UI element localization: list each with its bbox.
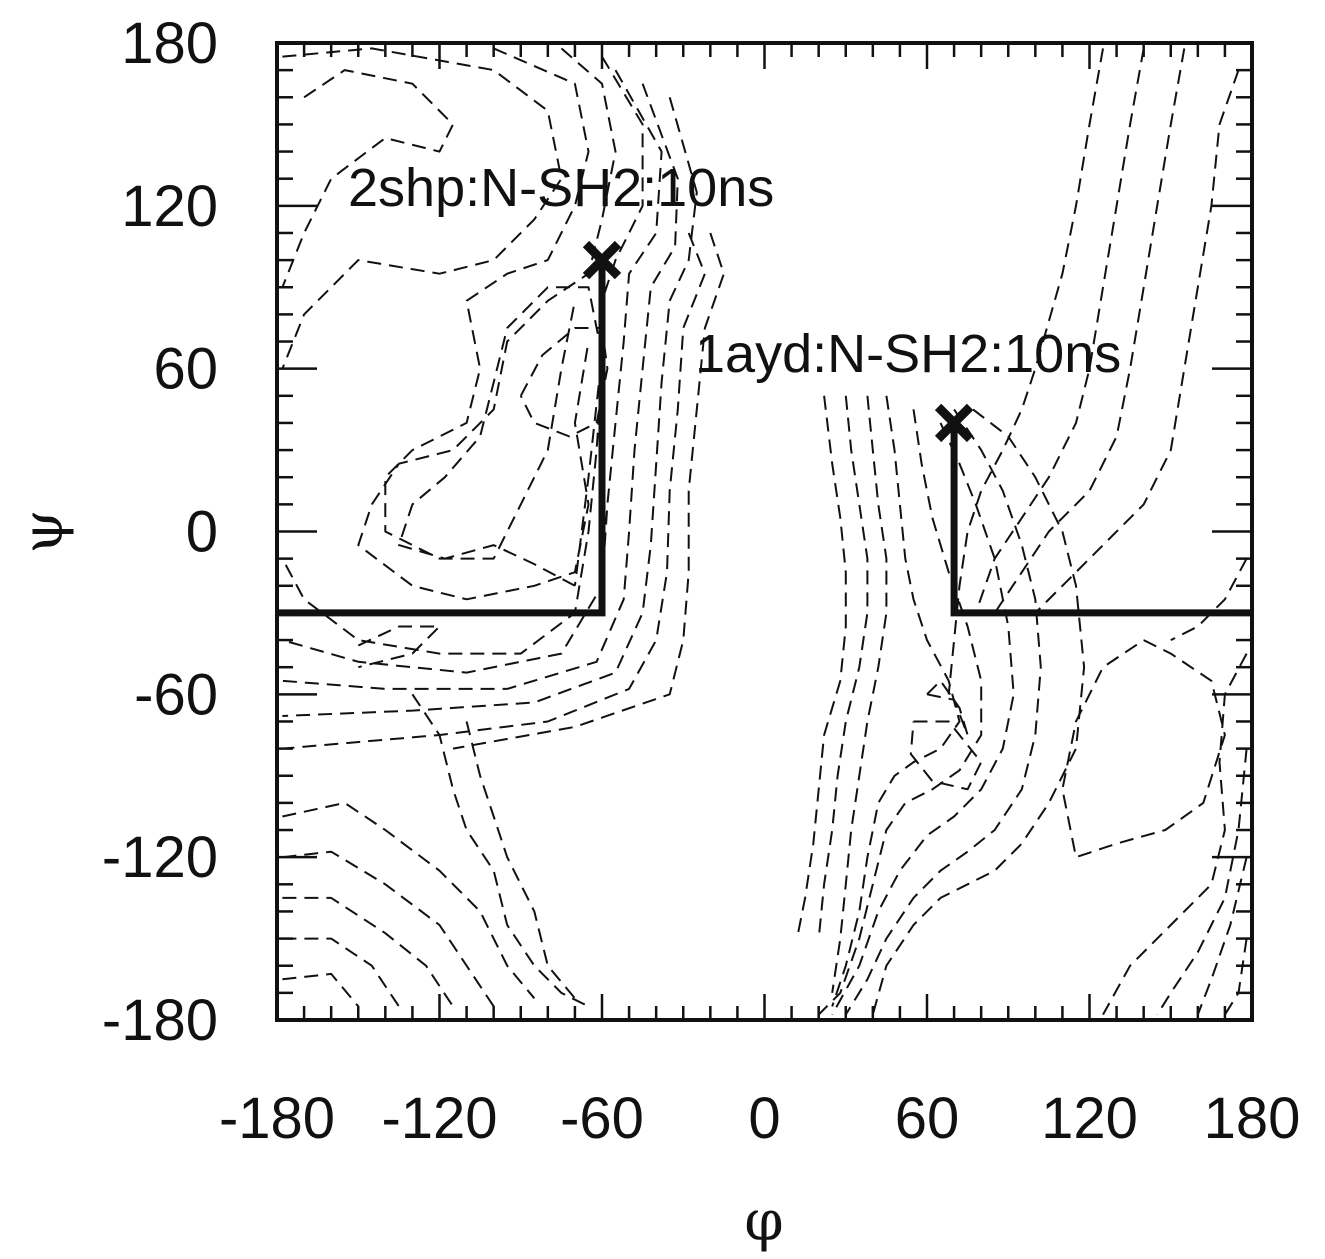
- x-marker: [934, 403, 974, 443]
- y-axis-label: ψ: [11, 510, 76, 554]
- contour-line-right-lower-34: [1061, 639, 1226, 859]
- y-tick-label: -60: [134, 662, 218, 727]
- contour-line-right-upper-20: [1034, 69, 1240, 614]
- contour-line-right-lower-36: [1156, 748, 1248, 1016]
- x-tick-label: 60: [895, 1086, 960, 1151]
- x-tick-label: 120: [1041, 1086, 1138, 1151]
- y-tick-label: 180: [121, 11, 218, 76]
- contour-line-alpha-beta-left-7: [282, 97, 698, 717]
- contour-line-right-alpha-L-25: [844, 408, 1042, 1016]
- region-boundary-2: [950, 422, 1252, 617]
- x-tick-label: -120: [381, 1086, 497, 1151]
- contour-line-left-lower-14: [465, 721, 576, 999]
- x-marker: [582, 240, 622, 280]
- y-tick-label: 120: [121, 174, 218, 239]
- contour-line-right-alpha-L-27: [817, 409, 983, 1016]
- contour-line-right-lower-37: [1196, 856, 1248, 1015]
- contour-line-alpha-beta-left-5: [282, 69, 663, 674]
- region-boundary-1: [277, 260, 606, 617]
- axis-ticks: [275, 41, 1254, 1022]
- contour-line-right-upper-22: [974, 48, 1145, 614]
- x-tick-label: 180: [1204, 1086, 1301, 1151]
- x-tick-label: 0: [748, 1086, 780, 1151]
- contour-line-right-lower-38: [1224, 938, 1248, 1016]
- contour-line-right-alpha-L-31: [796, 395, 847, 939]
- y-tick-label: 0: [186, 500, 218, 565]
- contour-line-left-lower-16: [282, 850, 495, 1007]
- contour-line-left-lower-18: [282, 937, 400, 1007]
- contour-line-right-lower-39: [1170, 558, 1248, 641]
- contour-line-right-core-32: [926, 679, 969, 736]
- contour-line-alpha-beta-left-4: [281, 56, 644, 655]
- contour-line-alpha-inner-10: [519, 327, 609, 438]
- contour-line-left-lower-13: [411, 693, 589, 1008]
- contour-line-right-core-33: [909, 720, 983, 791]
- annotation-label: 1ayd:N-SH2:10ns: [695, 324, 1121, 384]
- y-tick-label: -180: [102, 988, 218, 1053]
- contour-line-alpha-beta-left-9: [452, 232, 725, 750]
- contour-line-right-alpha-L-28: [831, 395, 961, 1007]
- contour-line-alpha-beta-left-6: [282, 83, 679, 690]
- contour-line-right-alpha-L-29: [831, 395, 888, 994]
- x-tick-label: -180: [219, 1086, 335, 1151]
- contour-line-alpha-inner-11: [397, 286, 603, 587]
- contour-line-left-lower-15: [282, 801, 536, 999]
- contour-line-alpha-beta-left-2: [384, 47, 590, 560]
- y-tick-label: 60: [153, 337, 218, 402]
- annotations: 2shp:N-SH2:10ns 1ayd:N-SH2:10ns: [348, 158, 1121, 384]
- contour-line-alpha-beta-left-3: [357, 47, 617, 601]
- contour-line-right-alpha-L-24: [871, 408, 1086, 1015]
- x-tick-label: -60: [560, 1086, 644, 1151]
- contour-line-right-upper-21: [993, 48, 1186, 614]
- y-tick-label: -120: [102, 825, 218, 890]
- contour-line-alpha-beta-left-8: [282, 232, 706, 750]
- contour-line-alpha-beta-left-1: [281, 47, 563, 370]
- contour-line-left-lower-17: [282, 896, 454, 1007]
- region-markers: [277, 240, 1252, 617]
- axis-tick-labels: -180 -120 -60 0 60 120 180 180 120 60 0 -60 -120 -180: [102, 11, 1300, 1151]
- contour-line-left-bridge-12: [357, 625, 441, 669]
- contour-line-right-alpha-L-26: [831, 422, 1015, 1016]
- x-axis-label: φ: [744, 1189, 783, 1254]
- contour-line-right-alpha-L-30: [817, 395, 869, 939]
- contour-line-left-lower-19: [282, 972, 360, 1008]
- contour-line-right-upper-23: [947, 48, 1104, 695]
- annotation-label: 2shp:N-SH2:10ns: [348, 158, 774, 218]
- contour-line-alpha-beta-left-0: [281, 69, 454, 288]
- contour-line-right-lower-35: [1102, 653, 1248, 1016]
